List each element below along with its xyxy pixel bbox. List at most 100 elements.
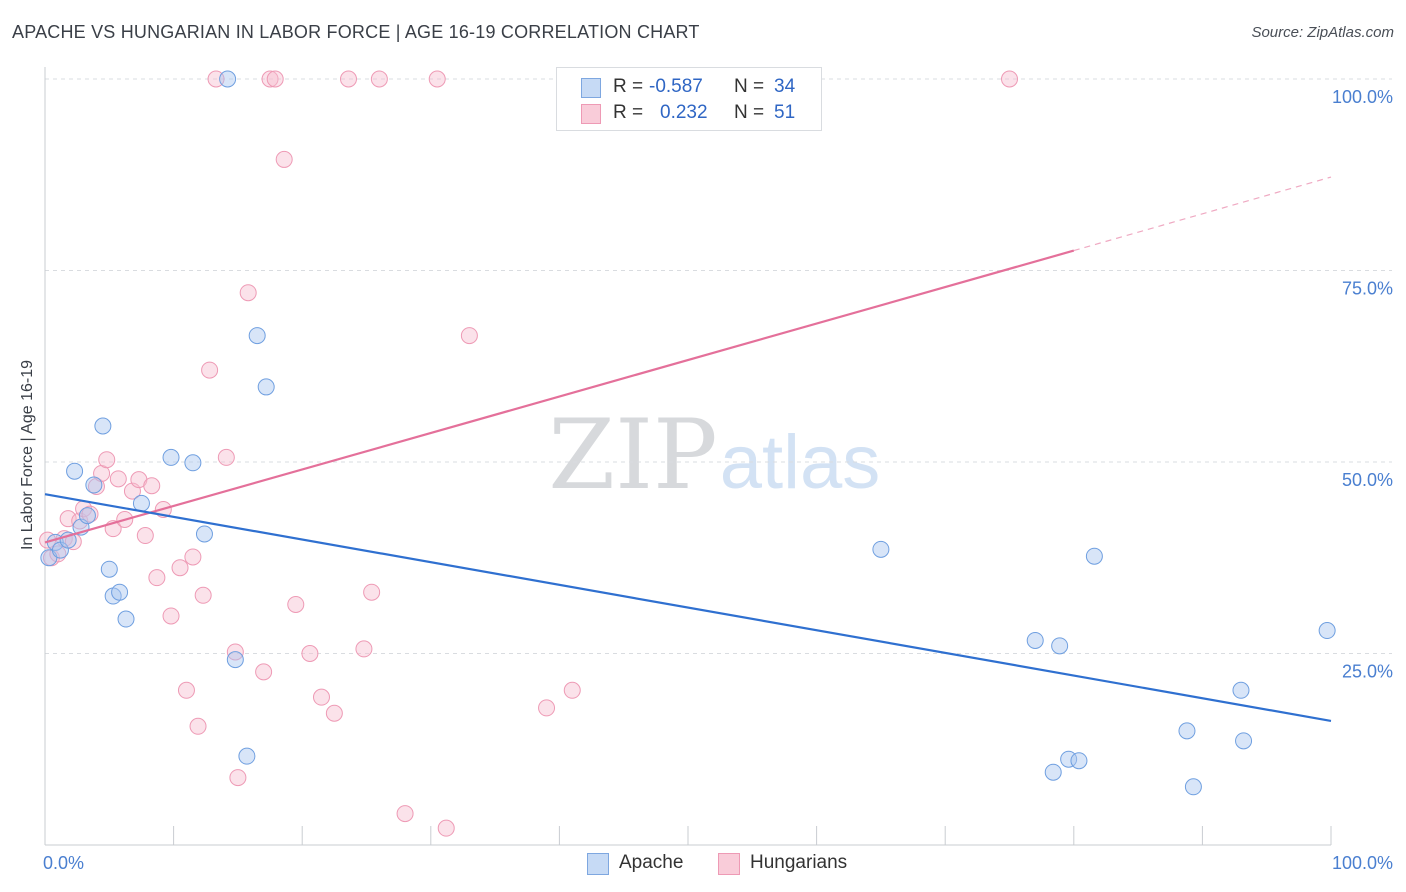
hungarian-point [363,583,381,601]
x-tick-label: 100.0% [1332,853,1393,873]
hungarian-point [171,559,189,577]
hungarian-point [396,805,414,823]
hungarian-point [339,70,357,88]
x-tick-label: 0.0% [43,853,84,873]
y-tick-label: 50.0% [1342,470,1393,490]
correlation-legend: R = -0.587 N = 34 R = 0.232 N = 51 [556,67,822,131]
hungarian-point [136,527,154,545]
hungarian-point [301,645,319,662]
apache-point [78,507,96,525]
apache-point [1178,722,1196,740]
hungarian-point [312,688,330,706]
hungarian-point [177,681,195,699]
hungarian-legend-swatch [718,853,740,875]
apache-point [1044,763,1062,781]
watermark: ZIP atlas [548,399,880,511]
y-tick-label: 100.0% [1332,87,1393,107]
apache-trend-line [44,493,1332,722]
hungarian-point [87,478,105,496]
chart-title: APACHE VS HUNGARIAN IN LABOR FORCE | AGE… [12,22,700,42]
apache-point [1235,732,1253,750]
hungarian-point [189,717,207,735]
apache-point [195,525,213,543]
hungarian-point [98,451,116,469]
apache-point [238,747,256,765]
apache-point [1026,631,1044,649]
apache-legend-swatch [587,853,609,875]
hungarian-point [81,505,99,523]
apache-r-value: -0.587 [649,76,703,97]
hungarian-swatch [581,104,601,124]
apache-point [184,454,202,472]
hungarian-point [437,819,455,837]
gridlines [45,78,1392,654]
hungarian-point [229,769,247,787]
hungarian-point [538,699,556,717]
apache-point [248,327,266,345]
hungarian-point [184,548,202,566]
hungarian-point [239,284,257,302]
x-tick-labels: 0.0% 100.0% [43,853,1393,873]
apache-point [219,70,237,88]
hungarian-trend-line [44,249,1075,544]
apache-n-value: 34 [774,76,796,97]
apache-point [85,476,103,494]
y-tick-labels: 25.0% 50.0% 75.0% 100.0% [1332,87,1393,682]
hungarian-point [194,586,212,604]
hungarian-point [563,681,581,699]
hungarian-point [255,663,273,681]
trend-lines [44,176,1332,722]
hungarian-legend-label: Hungarians [750,852,848,873]
hungarian-point [217,448,235,466]
hungarian-point [261,70,279,88]
hungarian-point [162,607,180,625]
apache-points [40,70,1336,796]
hungarian-point [1001,70,1018,88]
hungarian-r-value: 0.232 [660,102,708,123]
hungarian-point [201,361,219,379]
apache-r-label: R = [613,76,644,97]
hungarian-n-label: N = [734,102,765,123]
hungarian-point [275,150,293,168]
hungarian-n-value: 51 [774,102,796,123]
apache-n-label: N = [734,76,765,97]
hungarian-point [207,70,225,88]
y-tick-label: 25.0% [1342,662,1393,682]
apache-point [132,494,150,512]
hungarian-point [148,569,166,587]
hungarian-trend-extension [1073,176,1332,252]
hungarian-r-label: R = [613,102,644,123]
hungarian-point [143,477,161,495]
apache-point [94,417,112,435]
apache-point [1318,622,1336,640]
watermark-zip: ZIP [548,399,717,511]
hungarian-point [109,470,127,488]
apache-point [1070,752,1088,770]
apache-point [100,560,118,578]
hungarian-point [370,70,388,88]
y-axis-title: In Labor Force | Age 16-19 [19,359,36,551]
hungarian-point [355,640,373,658]
apache-point [1232,681,1250,699]
axes [44,67,1332,846]
y-tick-label: 75.0% [1342,279,1393,299]
hungarian-point [266,70,284,88]
apache-point [117,610,135,628]
apache-point [872,540,890,558]
hungarian-point [428,70,446,88]
source-credit: Source: ZipAtlas.com [1251,24,1394,41]
hungarian-point [325,704,343,722]
apache-point [1085,547,1103,565]
apache-swatch [581,78,601,98]
apache-point [1051,637,1069,655]
hungarian-point [460,327,478,345]
hungarian-point [287,595,305,613]
apache-point [111,583,129,601]
apache-point [257,378,275,396]
apache-legend-label: Apache [619,852,684,873]
apache-point [162,448,180,466]
apache-point [1184,778,1202,796]
apache-point [66,462,84,480]
apache-point [226,651,244,669]
